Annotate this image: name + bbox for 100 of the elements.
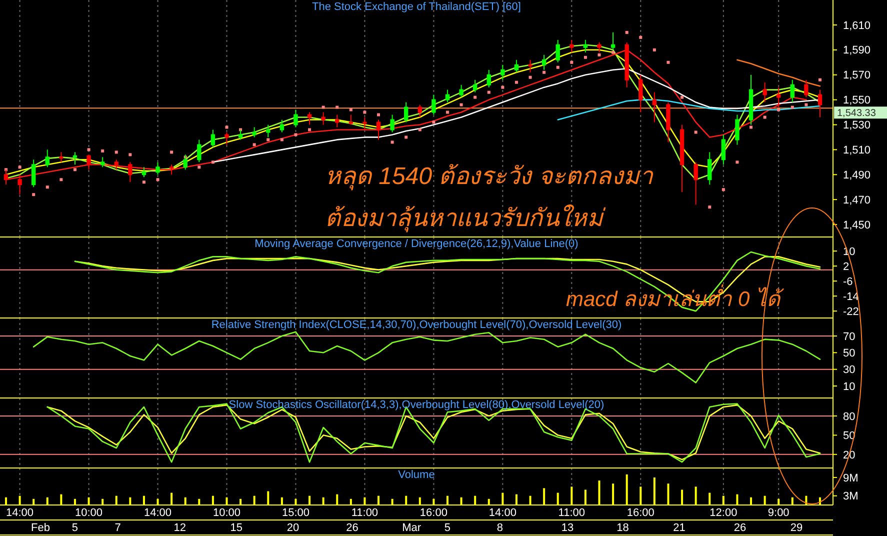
candlestick [348, 114, 354, 126]
text: 13 [561, 522, 574, 534]
point [60, 178, 63, 182]
text: 21 [673, 522, 686, 534]
chart-title: The Stock Exchange of Thailand(SET) [60] [312, 1, 521, 13]
point [750, 126, 753, 129]
y-tick-label: 1,550 [843, 94, 871, 107]
candlestick [762, 82, 767, 103]
y-tick-label: 80 [843, 410, 856, 423]
candlestick [514, 59, 519, 73]
candlestick [694, 162, 698, 206]
point [514, 80, 518, 84]
candlestick [307, 112, 312, 126]
x-tick-label: 10:00 [75, 507, 103, 519]
text: 29 [790, 522, 803, 534]
candlestick [335, 114, 340, 128]
y-tick-label: 1,610 [843, 20, 871, 32]
ref-line-label: 1,543.33 [837, 108, 876, 120]
point [652, 48, 656, 52]
x-tick-label: 14:00 [488, 507, 516, 519]
candlestick [459, 84, 464, 98]
candlestick [597, 42, 602, 53]
candlestick [528, 59, 532, 73]
candlestick [376, 119, 381, 140]
point [198, 166, 201, 169]
point [777, 108, 780, 112]
candlestick [114, 159, 118, 170]
point [570, 60, 574, 64]
point [211, 160, 214, 164]
point [460, 103, 463, 106]
point [87, 148, 90, 152]
point [528, 76, 532, 79]
point [280, 138, 284, 142]
text: 26 [734, 522, 746, 534]
candlestick [570, 39, 574, 53]
candlestick [624, 42, 629, 88]
candlestick [280, 119, 284, 133]
point [736, 160, 739, 164]
point [474, 96, 477, 99]
candlestick [100, 156, 105, 168]
point [349, 108, 352, 112]
candlestick [362, 116, 367, 130]
candlestick [708, 152, 712, 186]
point [252, 143, 256, 146]
point [390, 140, 394, 144]
y-tick-label: 9M [843, 472, 858, 484]
line-series [736, 59, 821, 87]
point [336, 106, 339, 109]
candlestick [390, 114, 394, 133]
candlestick [804, 79, 808, 98]
candlestick [500, 64, 505, 80]
point [294, 133, 298, 136]
line-series [212, 68, 821, 163]
x-tick-label: 16:00 [420, 507, 448, 519]
y-tick-label: 1,450 [843, 219, 871, 232]
y-tick-label: 50 [843, 348, 856, 360]
point [680, 96, 684, 99]
point [170, 150, 174, 154]
y-tick-label: 1,570 [843, 70, 871, 82]
point [363, 110, 366, 114]
candlestick [818, 89, 822, 118]
text: 18 [616, 522, 629, 534]
candlestick [735, 114, 740, 146]
chart-title: Relative Strength Index(CLOSE,14,30,70),Overbought Level(70),Oversold Level(30) [211, 319, 622, 331]
point [790, 106, 794, 109]
text: 26 [346, 522, 358, 534]
candlestick [86, 154, 91, 170]
point [18, 166, 22, 169]
point [556, 66, 560, 69]
y-tick-label: 1,510 [843, 144, 871, 157]
y-tick-label: 1,590 [843, 44, 871, 57]
x-tick-label: 10:00 [212, 507, 241, 519]
candlestick [169, 164, 174, 176]
point [598, 53, 601, 56]
candlestick [486, 69, 491, 88]
x-tick-label: 9:00 [768, 507, 790, 519]
candlestick [72, 152, 78, 166]
line-series [557, 99, 821, 120]
text: Feb [31, 522, 50, 534]
point [32, 193, 36, 196]
point [625, 30, 628, 34]
text: 5 [72, 522, 78, 534]
y-tick-label: 2 [843, 260, 850, 273]
text: Mar [402, 522, 422, 534]
candlestick [266, 124, 270, 138]
y-tick-label: 1,470 [843, 194, 871, 206]
y-tick-label: 30 [843, 364, 856, 376]
x-tick-label: 15:00 [282, 507, 310, 519]
point [487, 90, 490, 94]
point [128, 153, 132, 156]
y-tick-label: 70 [843, 330, 856, 343]
candlestick [252, 126, 256, 138]
y-tick-label: 1,490 [843, 169, 871, 182]
chart-title: Slow Stochastics Oscillator(14,3,3),Overbought Level(80),Oversold Level(20) [228, 399, 604, 411]
candlestick [776, 86, 781, 108]
y-tick-label: 1,530 [843, 120, 871, 132]
candlestick [142, 166, 146, 178]
y-tick-label: 3M [843, 490, 858, 503]
y-tick-label: -6 [843, 276, 853, 288]
point [804, 103, 808, 106]
